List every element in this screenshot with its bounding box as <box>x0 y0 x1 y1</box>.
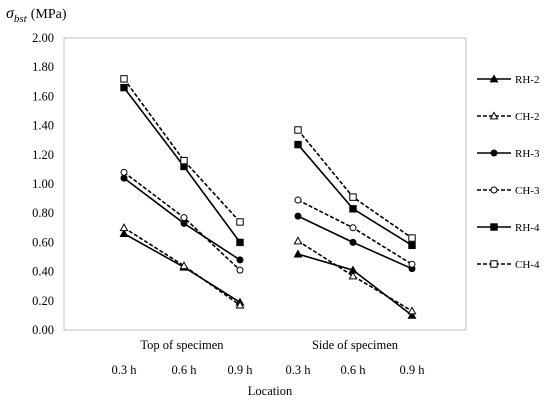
legend-label: RH-2 <box>515 74 539 86</box>
series-layer <box>119 75 417 319</box>
y-axis-ticks: 0.00 0.20 0.40 0.60 0.80 1.00 1.20 1.40 1.60 1.80… <box>32 31 54 337</box>
point-rh-3 <box>180 219 188 227</box>
point-ch-4 <box>408 234 416 242</box>
point-rh-3 <box>236 256 244 264</box>
y-tick-label: 1.60 <box>32 89 54 103</box>
y-axis-subscript: bst <box>14 13 28 25</box>
point-ch-4 <box>349 193 357 201</box>
series-rh-3 <box>120 174 416 273</box>
legend-item-rh-4: RH-4 <box>477 222 540 234</box>
y-tick-label: 0.40 <box>32 265 54 279</box>
point-ch-2 <box>119 223 129 232</box>
point-ch-2 <box>348 271 358 280</box>
legend-swatch-marker <box>489 111 499 120</box>
point-ch-4 <box>236 218 244 226</box>
series-ch-2 <box>119 223 417 315</box>
y-axis-symbol: σ <box>6 5 15 22</box>
point-ch-3 <box>294 196 302 204</box>
point-rh-3 <box>349 238 357 246</box>
legend-swatch-marker <box>490 186 498 194</box>
y-tick-label: 1.80 <box>32 60 54 74</box>
series-rh-2 <box>119 229 417 319</box>
x-tick-label: 0.9 h <box>228 363 254 377</box>
legend-swatch-marker <box>490 223 498 231</box>
legend-label: CH-3 <box>515 185 540 197</box>
point-ch-3 <box>408 260 416 268</box>
legend-item-ch-4: CH-4 <box>477 259 540 271</box>
plot-frame <box>63 37 467 331</box>
legend-swatch-marker <box>489 74 499 83</box>
series-ch-3 <box>120 168 416 274</box>
point-rh-2 <box>407 310 417 319</box>
y-tick-label: 1.00 <box>32 177 54 191</box>
x-tick-label: 0.6 h <box>341 363 367 377</box>
x-axis-title: Location <box>248 384 293 398</box>
point-ch-2 <box>235 300 245 309</box>
point-rh-2 <box>119 229 129 238</box>
point-ch-4 <box>294 126 302 134</box>
legend-item-ch-2: CH-2 <box>477 111 539 123</box>
point-rh-3 <box>120 174 128 182</box>
point-rh-4 <box>236 238 244 247</box>
series-line-rh-2-side <box>297 253 413 317</box>
point-ch-3 <box>236 266 244 274</box>
x-tick-label: 0.6 h <box>172 363 198 377</box>
point-rh-3 <box>294 212 302 220</box>
y-axis-unit: (MPa) <box>31 7 67 22</box>
legend-swatch-marker <box>490 260 498 268</box>
legend-label: CH-4 <box>515 259 540 271</box>
y-tick-label: 1.20 <box>32 148 54 162</box>
y-axis-title: σbst (MPa) <box>6 5 67 25</box>
x-tick-label: 0.3 h <box>112 363 138 377</box>
point-ch-4 <box>180 156 188 165</box>
point-ch-2 <box>293 236 303 245</box>
point-rh-4 <box>349 205 357 213</box>
legend-item-rh-2: RH-2 <box>477 74 539 86</box>
y-tick-label: 1.40 <box>32 119 54 133</box>
legend-item-ch-3: CH-3 <box>477 185 540 197</box>
point-rh-2 <box>293 249 303 258</box>
x-tick-label: 0.3 h <box>286 363 312 377</box>
y-tick-label: 0.00 <box>32 323 54 337</box>
legend-item-rh-3: RH-3 <box>477 148 540 160</box>
point-ch-3 <box>180 214 188 222</box>
point-ch-2 <box>179 261 189 270</box>
x-group-label: Top of specimen <box>140 338 224 352</box>
plot-border <box>63 37 467 331</box>
point-ch-2 <box>407 306 417 315</box>
series-line-ch-2-top <box>123 227 241 306</box>
y-tick-label: 0.60 <box>32 235 54 249</box>
point-rh-4 <box>120 83 128 92</box>
point-ch-4 <box>120 75 128 83</box>
point-rh-4 <box>408 241 416 250</box>
y-tick-label: 0.80 <box>32 206 54 220</box>
legend-swatch-marker <box>490 149 498 157</box>
series-rh-4 <box>120 83 416 250</box>
legend-label: RH-4 <box>515 222 540 234</box>
y-tick-label: 2.00 <box>32 31 54 45</box>
point-ch-3 <box>349 224 357 232</box>
legend-label: RH-3 <box>515 148 540 160</box>
series-line-ch-4-top <box>123 78 241 223</box>
x-tick-label: 0.9 h <box>400 363 426 377</box>
x-group-label: Side of specimen <box>312 338 399 352</box>
series-line-ch-2-side <box>297 240 413 312</box>
series-line-ch-4-side <box>297 129 413 239</box>
legend: RH-2 CH-2 RH-3 CH-3 RH-4 CH-4 <box>477 74 540 271</box>
legend-label: CH-2 <box>515 111 539 123</box>
y-tick-label: 0.20 <box>32 294 54 308</box>
point-ch-3 <box>120 168 128 176</box>
series-ch-4 <box>120 75 416 242</box>
point-rh-4 <box>294 140 302 149</box>
